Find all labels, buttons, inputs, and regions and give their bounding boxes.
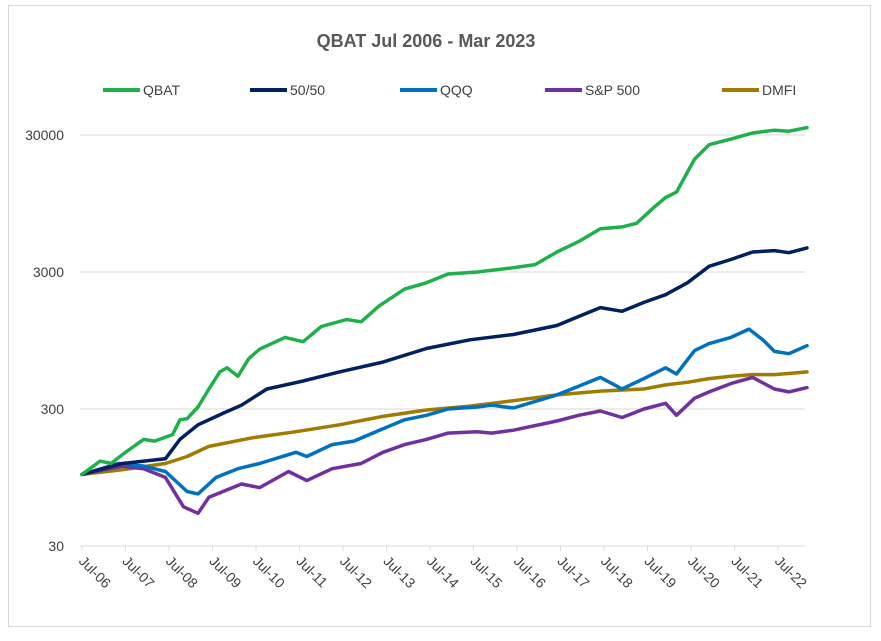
- y-tick-label: 300: [41, 401, 65, 417]
- series-line-50-50: [80, 246, 809, 477]
- x-tick-label: Jul-19: [641, 553, 679, 591]
- x-tick-label: Jul-17: [554, 553, 592, 591]
- x-tick-label: Jul-21: [728, 553, 766, 591]
- legend-label: S&P 500: [585, 82, 640, 98]
- x-tick-label: Jul-22: [772, 553, 810, 591]
- x-tick-label: Jul-16: [511, 553, 549, 591]
- chart-title: QBAT Jul 2006 - Mar 2023: [317, 31, 536, 51]
- x-tick-label: Jul-07: [119, 553, 157, 591]
- x-tick-label: Jul-20: [685, 553, 723, 591]
- legend-label: QQQ: [440, 82, 473, 98]
- series-line-qbat: [80, 125, 809, 477]
- series-line-dmfi: [80, 370, 809, 477]
- x-tick-label: Jul-09: [206, 553, 244, 591]
- x-tick-label: Jul-14: [424, 553, 462, 591]
- legend-label: QBAT: [143, 82, 181, 98]
- y-tick-label: 30000: [25, 127, 64, 143]
- series-line-s-p-500: [80, 375, 809, 516]
- x-axis-tick-marks: [81, 546, 779, 551]
- x-tick-label: Jul-10: [250, 553, 288, 591]
- legend: QBAT 50/50 QQQ S&P 500 DMFI: [103, 82, 796, 98]
- series-lines: [80, 125, 809, 516]
- y-tick-label: 3000: [33, 264, 64, 280]
- x-tick-label: Jul-08: [163, 553, 201, 591]
- y-tick-label: 30: [48, 538, 64, 554]
- x-tick-label: Jul-12: [337, 553, 375, 591]
- x-tick-label: Jul-11: [293, 553, 331, 591]
- y-axis-ticks: 30 300 3000 30000: [25, 127, 64, 554]
- gridlines: [80, 134, 805, 547]
- x-axis-labels: Jul-06 Jul-07 Jul-08 Jul-09 Jul-10 Jul-11 Jul-…: [76, 553, 810, 591]
- x-tick-label: Jul-18: [598, 553, 636, 591]
- chart-frame: [8, 5, 871, 627]
- series-line-qqq: [80, 327, 809, 496]
- x-tick-label: Jul-13: [380, 553, 418, 591]
- x-tick-label: Jul-15: [467, 553, 505, 591]
- x-tick-label: Jul-06: [76, 553, 114, 591]
- legend-label: DMFI: [762, 82, 796, 98]
- legend-label: 50/50: [290, 82, 325, 98]
